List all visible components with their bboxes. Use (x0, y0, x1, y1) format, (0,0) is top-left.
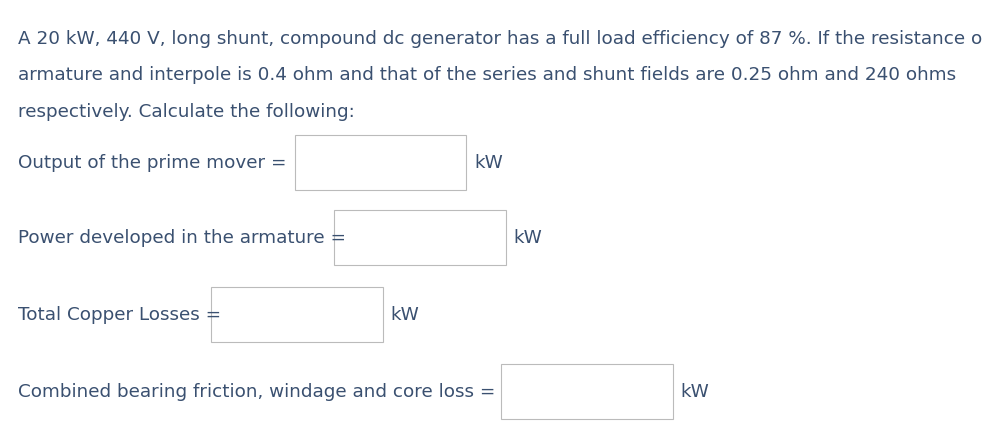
Text: kW: kW (474, 154, 503, 172)
Text: armature and interpole is 0.4 ohm and that of the series and shunt fields are 0.: armature and interpole is 0.4 ohm and th… (18, 66, 955, 84)
Text: Output of the prime mover =: Output of the prime mover = (18, 154, 286, 172)
Text: A 20 kW, 440 V, long shunt, compound dc generator has a full load efficiency of : A 20 kW, 440 V, long shunt, compound dc … (18, 30, 982, 48)
Text: Power developed in the armature =: Power developed in the armature = (18, 229, 346, 247)
Bar (211, 287, 383, 342)
Text: respectively. Calculate the following:: respectively. Calculate the following: (18, 103, 355, 121)
Text: Combined bearing friction, windage and core loss =: Combined bearing friction, windage and c… (18, 383, 495, 401)
Bar (334, 210, 506, 265)
Bar (501, 364, 673, 419)
Text: kW: kW (514, 229, 542, 247)
Text: kW: kW (391, 306, 419, 324)
Bar (295, 135, 466, 190)
Text: kW: kW (681, 383, 709, 401)
Text: Total Copper Losses =: Total Copper Losses = (18, 306, 221, 324)
